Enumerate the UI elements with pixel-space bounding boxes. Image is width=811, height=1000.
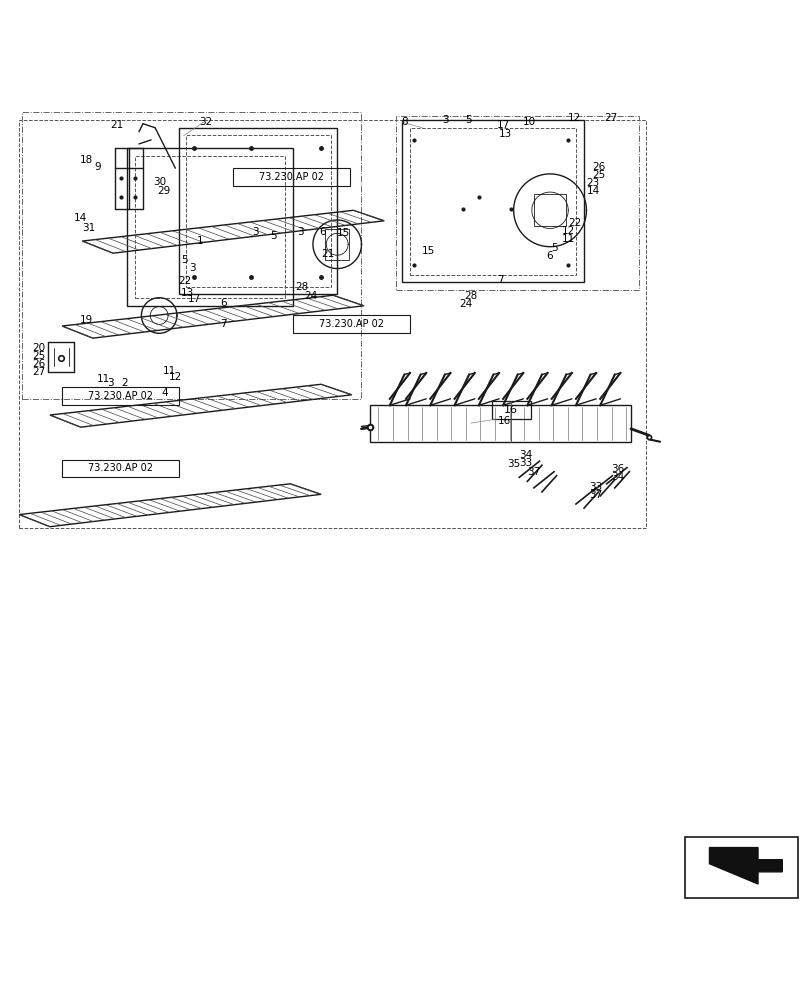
Text: 3: 3 [252,227,259,237]
Bar [324,229,349,260]
Text: 73.230.AP 02: 73.230.AP 02 [88,463,153,473]
Text: 14: 14 [586,186,599,196]
Text: 2: 2 [121,378,127,388]
Bar [62,460,179,477]
Text: 22: 22 [178,276,191,286]
Text: 6: 6 [220,298,226,308]
Text: 7: 7 [496,275,503,285]
Text: 6: 6 [319,227,326,237]
Bar [410,128,575,275]
Text: 11: 11 [561,234,575,244]
Text: 5: 5 [551,243,558,253]
Text: 12: 12 [567,113,581,123]
Text: 18: 18 [79,155,93,165]
Bar [533,194,565,226]
Bar [684,837,797,898]
Text: 34: 34 [519,450,532,460]
Text: 28: 28 [294,282,308,292]
Text: 10: 10 [522,117,535,127]
Bar [135,156,285,298]
Text: 16: 16 [498,416,511,426]
Text: 31: 31 [82,223,96,233]
Text: 37: 37 [526,467,540,477]
Text: 25: 25 [32,351,45,361]
Text: 23: 23 [586,178,599,188]
Text: 13: 13 [181,288,194,298]
Text: 17: 17 [496,120,509,130]
Text: 37: 37 [588,490,602,500]
Text: 12: 12 [169,372,182,382]
Text: 17: 17 [187,294,200,304]
Text: 8: 8 [401,117,407,127]
Text: 14: 14 [74,213,88,223]
Text: 27: 27 [32,367,45,377]
Text: 16: 16 [504,405,517,415]
Text: 27: 27 [603,113,616,123]
Text: 6: 6 [545,251,552,261]
Text: 3: 3 [189,263,195,273]
Text: 11: 11 [163,366,176,376]
Text: 19: 19 [79,315,93,325]
Text: 73.230.AP 02: 73.230.AP 02 [319,319,384,329]
Text: 15: 15 [337,228,350,238]
Text: 3: 3 [296,227,303,237]
Text: 5: 5 [181,255,187,265]
Text: 34: 34 [611,472,624,482]
Text: 3: 3 [107,378,114,388]
Bar [233,168,350,186]
Text: 36: 36 [611,464,624,474]
Text: 29: 29 [157,186,170,196]
Bar [186,135,330,287]
Text: 11: 11 [97,374,110,384]
Text: 35: 35 [507,459,520,469]
Polygon shape [709,848,781,884]
Text: 73.230.AP 02: 73.230.AP 02 [259,172,324,182]
Text: 4: 4 [161,388,168,398]
Bar [62,387,179,405]
Text: 25: 25 [591,170,605,180]
Text: 1: 1 [197,236,204,246]
Text: 20: 20 [32,343,45,353]
Text: 7: 7 [220,319,226,329]
Bar [22,112,361,399]
Text: 28: 28 [464,291,477,301]
Text: 30: 30 [153,177,166,187]
Bar [292,315,410,333]
Text: 73.230.AP 02: 73.230.AP 02 [88,391,153,401]
Text: 24: 24 [303,291,317,301]
Text: 26: 26 [32,359,45,369]
Text: 5: 5 [270,231,277,241]
Text: 22: 22 [567,218,581,228]
Text: 26: 26 [591,162,605,172]
Text: 5: 5 [465,115,471,125]
Bar [396,116,638,290]
Text: 32: 32 [200,117,212,127]
Text: 3: 3 [442,115,448,125]
Bar [491,401,530,419]
Bar [401,120,583,282]
Text: 24: 24 [459,299,472,309]
Bar [127,148,292,306]
Bar [370,405,630,442]
Bar [179,128,337,294]
Text: 33: 33 [519,458,532,468]
Text: 13: 13 [499,129,512,139]
Text: 21: 21 [320,249,334,259]
Text: 12: 12 [561,226,575,236]
Text: 15: 15 [421,246,434,256]
Bar [19,120,646,528]
Text: 9: 9 [94,162,101,172]
Text: 21: 21 [110,120,124,130]
Text: 33: 33 [588,482,602,492]
